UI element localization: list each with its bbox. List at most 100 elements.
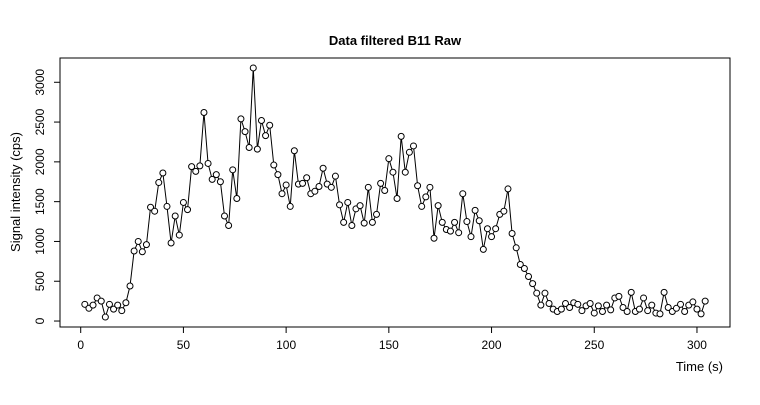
data-point — [701, 297, 709, 305]
data-point — [114, 301, 122, 309]
data-point — [290, 147, 298, 155]
data-point — [130, 247, 138, 255]
data-point — [619, 304, 627, 312]
x-tick-label: 100 — [276, 338, 296, 352]
data-point — [697, 310, 705, 318]
data-point — [237, 115, 245, 123]
data-point — [397, 132, 405, 140]
x-tick-label: 300 — [687, 338, 707, 352]
data-point — [590, 309, 598, 317]
series-line — [84, 67, 706, 319]
data-point — [159, 169, 167, 177]
data-point — [192, 167, 200, 175]
data-point — [561, 300, 569, 308]
x-axis-label: Time (s) — [676, 359, 723, 374]
data-point — [364, 183, 372, 191]
data-point — [615, 292, 623, 300]
data-point — [167, 239, 175, 247]
data-point — [405, 148, 413, 156]
data-point — [455, 229, 463, 237]
data-point — [303, 174, 311, 182]
data-point — [134, 237, 142, 245]
data-point — [336, 201, 344, 209]
y-tick-label: 3000 — [33, 69, 47, 96]
data-point — [533, 289, 541, 297]
data-point — [360, 219, 368, 227]
data-point — [200, 109, 208, 117]
data-point — [274, 171, 282, 179]
y-tick-label: 2500 — [33, 108, 47, 135]
data-point — [126, 282, 134, 290]
data-point — [286, 202, 294, 210]
data-point — [282, 181, 290, 189]
x-tick-label: 50 — [177, 338, 191, 352]
data-point — [520, 265, 528, 273]
data-point — [221, 212, 229, 220]
data-point — [459, 190, 467, 198]
data-point — [208, 175, 216, 183]
data-point — [438, 218, 446, 226]
data-point — [483, 225, 491, 233]
data-point — [331, 172, 339, 180]
data-point — [648, 301, 656, 309]
data-point — [179, 198, 187, 206]
y-tick-label: 0 — [33, 317, 47, 324]
data-point — [627, 288, 635, 296]
data-point — [640, 294, 648, 302]
data-point — [512, 244, 520, 252]
data-point — [422, 193, 430, 201]
data-point — [212, 171, 220, 179]
data-point — [163, 202, 171, 210]
data-point — [299, 179, 307, 187]
data-point — [97, 297, 105, 305]
data-point — [229, 166, 237, 174]
data-point — [270, 161, 278, 169]
data-point — [155, 179, 163, 187]
data-point — [385, 155, 393, 163]
y-axis-label: Signal intensity (cps) — [8, 132, 23, 252]
data-point — [594, 302, 602, 310]
data-point — [196, 162, 204, 170]
data-point — [656, 310, 664, 318]
data-point — [184, 206, 192, 214]
data-point — [81, 300, 89, 308]
data-point — [327, 183, 335, 191]
data-point — [409, 142, 417, 150]
data-point — [262, 132, 270, 140]
y-tick-label: 2000 — [33, 148, 47, 175]
data-point — [418, 202, 426, 210]
data-point — [504, 185, 512, 193]
data-point — [319, 164, 327, 172]
data-point — [188, 163, 196, 171]
data-point — [500, 207, 508, 215]
data-point — [368, 218, 376, 226]
data-point — [138, 248, 146, 256]
data-point — [373, 210, 381, 218]
data-point — [253, 145, 261, 153]
data-point — [110, 305, 118, 313]
data-point — [644, 307, 652, 315]
data-point — [479, 245, 487, 253]
data-point — [434, 202, 442, 210]
data-point — [660, 288, 668, 296]
data-point — [578, 307, 586, 315]
data-point — [204, 159, 212, 167]
data-point — [151, 207, 159, 215]
data-point — [348, 222, 356, 230]
data-point — [508, 229, 516, 237]
data-point — [356, 202, 364, 210]
data-point — [463, 218, 471, 226]
data-point — [414, 182, 422, 190]
data-point — [566, 304, 574, 312]
data-point — [635, 305, 643, 313]
data-point — [623, 307, 631, 315]
data-point — [430, 234, 438, 242]
data-point — [446, 227, 454, 235]
plot-frame — [59, 57, 731, 328]
data-point — [315, 183, 323, 191]
data-point — [598, 307, 606, 315]
x-tick-label: 0 — [77, 338, 84, 352]
data-point — [381, 187, 389, 195]
data-point — [175, 231, 183, 239]
data-point — [574, 300, 582, 308]
